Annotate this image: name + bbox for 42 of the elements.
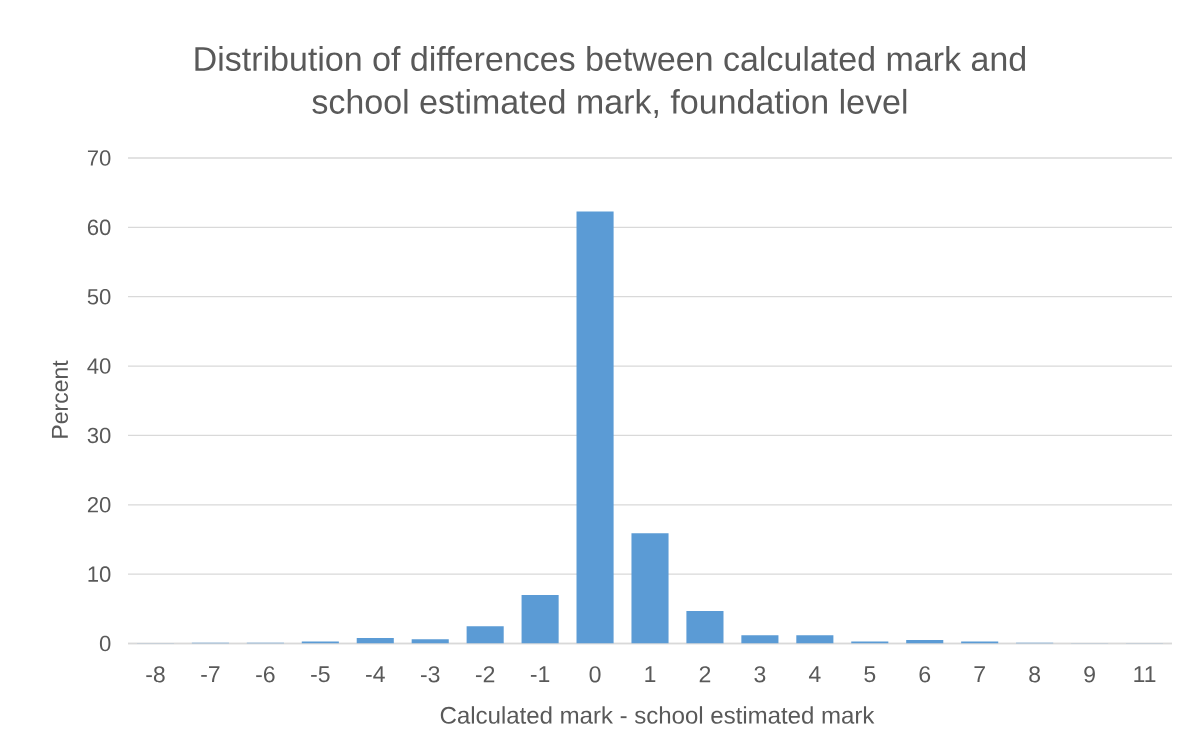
- y-tick-label: 20: [87, 496, 111, 513]
- x-tick-label: -5: [311, 666, 330, 683]
- bar: [796, 635, 834, 644]
- x-tick-label: -1: [530, 666, 550, 683]
- x-tick-label: -2: [475, 666, 495, 683]
- y-tick-label: 30: [87, 427, 111, 444]
- x-tick-label: 7: [974, 666, 985, 683]
- bar: [686, 610, 724, 644]
- x-tick-label: 8: [1029, 666, 1041, 683]
- x-tick-label: 6: [919, 666, 931, 683]
- bar: [521, 594, 559, 644]
- x-tick-label: 11: [1134, 666, 1156, 683]
- x-tick-label: 2: [699, 666, 711, 683]
- x-tick-label: -8: [146, 666, 165, 683]
- x-tick-label: -6: [256, 666, 275, 683]
- bar: [356, 637, 394, 644]
- x-tick-label: -7: [201, 666, 220, 683]
- x-tick-label: 9: [1084, 666, 1095, 683]
- x-tick-label: 1: [645, 666, 656, 683]
- x-tick-label: -4: [366, 666, 385, 683]
- y-tick-label: 70: [87, 150, 111, 166]
- y-axis-title: Percent: [51, 360, 69, 438]
- bar: [631, 533, 669, 644]
- x-tick-label: 5: [864, 666, 876, 683]
- bar: [576, 211, 614, 644]
- x-tick-label: 3: [754, 666, 766, 683]
- y-tick-label: 60: [87, 219, 111, 236]
- x-tick-label: 0: [589, 666, 601, 683]
- y-tick-label: 10: [88, 566, 111, 582]
- bar: [961, 641, 999, 644]
- y-tick-label: 50: [87, 288, 111, 305]
- y-tick-label: 40: [87, 358, 111, 374]
- y-tick-label: 0: [99, 635, 111, 652]
- bar: [301, 641, 339, 644]
- bar: [851, 641, 889, 644]
- chart-title: Distribution of differences between calculated mark and school estimated mark, foundation level: [195, 46, 1026, 118]
- bar: [411, 639, 449, 644]
- x-tick-label: 4: [808, 666, 821, 683]
- bar: [466, 626, 504, 644]
- bar: [741, 635, 779, 644]
- x-tick-label: -3: [421, 666, 440, 683]
- x-axis-title: Calculated mark - school estimated mark: [440, 706, 875, 724]
